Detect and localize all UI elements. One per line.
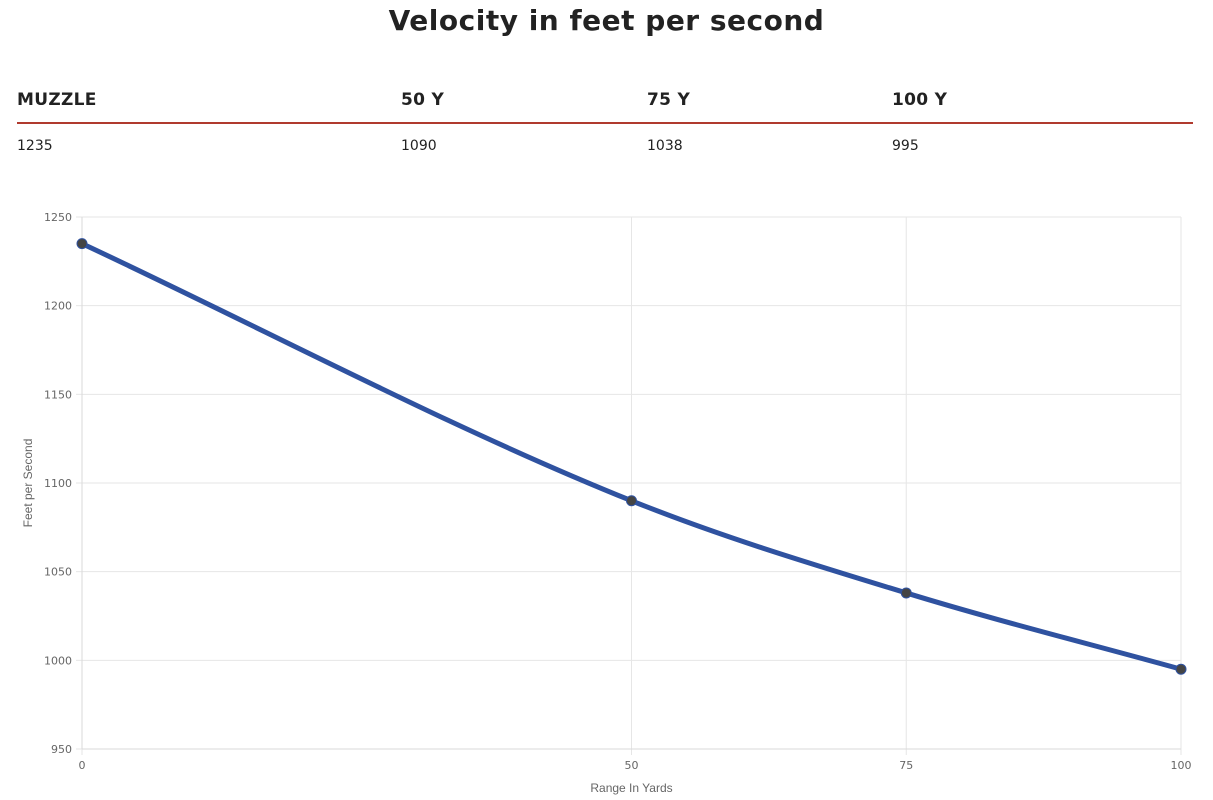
x-axis-title: Range In Yards bbox=[590, 781, 672, 795]
table-cell-100y: 995 bbox=[892, 138, 919, 154]
series-line bbox=[79, 241, 1184, 672]
data-point bbox=[1175, 663, 1187, 675]
chart-series bbox=[76, 238, 1187, 675]
table-header-75y: 75 Y bbox=[647, 90, 691, 110]
x-tick-label: 100 bbox=[1171, 759, 1192, 772]
y-tick-label: 1200 bbox=[44, 300, 72, 313]
y-tick-label: 1150 bbox=[44, 388, 72, 401]
velocity-table-header: MUZZLE 50 Y 75 Y 100 Y bbox=[17, 84, 1193, 124]
chart-axes: 950 1000 1050 1100 1150 1200 1250 0 50 75 100 bbox=[44, 211, 1192, 772]
data-point bbox=[626, 495, 637, 507]
page-title: Velocity in feet per second bbox=[388, 4, 825, 37]
table-cell-75y: 1038 bbox=[647, 138, 683, 154]
y-tick-label: 1100 bbox=[44, 477, 72, 490]
data-point bbox=[900, 587, 912, 599]
x-tick-label: 0 bbox=[79, 759, 86, 772]
y-axis-title: Feet per Second bbox=[21, 439, 35, 528]
velocity-table-row: 1235 1090 1038 995 bbox=[17, 134, 1193, 162]
data-point bbox=[76, 238, 88, 250]
table-cell-50y: 1090 bbox=[401, 138, 437, 154]
table-header-100y: 100 Y bbox=[892, 90, 948, 110]
y-tick-label: 1050 bbox=[44, 566, 72, 579]
y-tick-label: 1000 bbox=[44, 654, 72, 667]
y-tick-label: 950 bbox=[51, 743, 72, 756]
table-header-muzzle: MUZZLE bbox=[17, 90, 97, 110]
y-tick-label: 1250 bbox=[44, 211, 72, 224]
chart-grid bbox=[81, 216, 1182, 750]
table-cell-muzzle: 1235 bbox=[17, 138, 53, 154]
x-tick-label: 75 bbox=[899, 759, 913, 772]
x-tick-label: 50 bbox=[625, 759, 639, 772]
table-header-50y: 50 Y bbox=[401, 90, 445, 110]
